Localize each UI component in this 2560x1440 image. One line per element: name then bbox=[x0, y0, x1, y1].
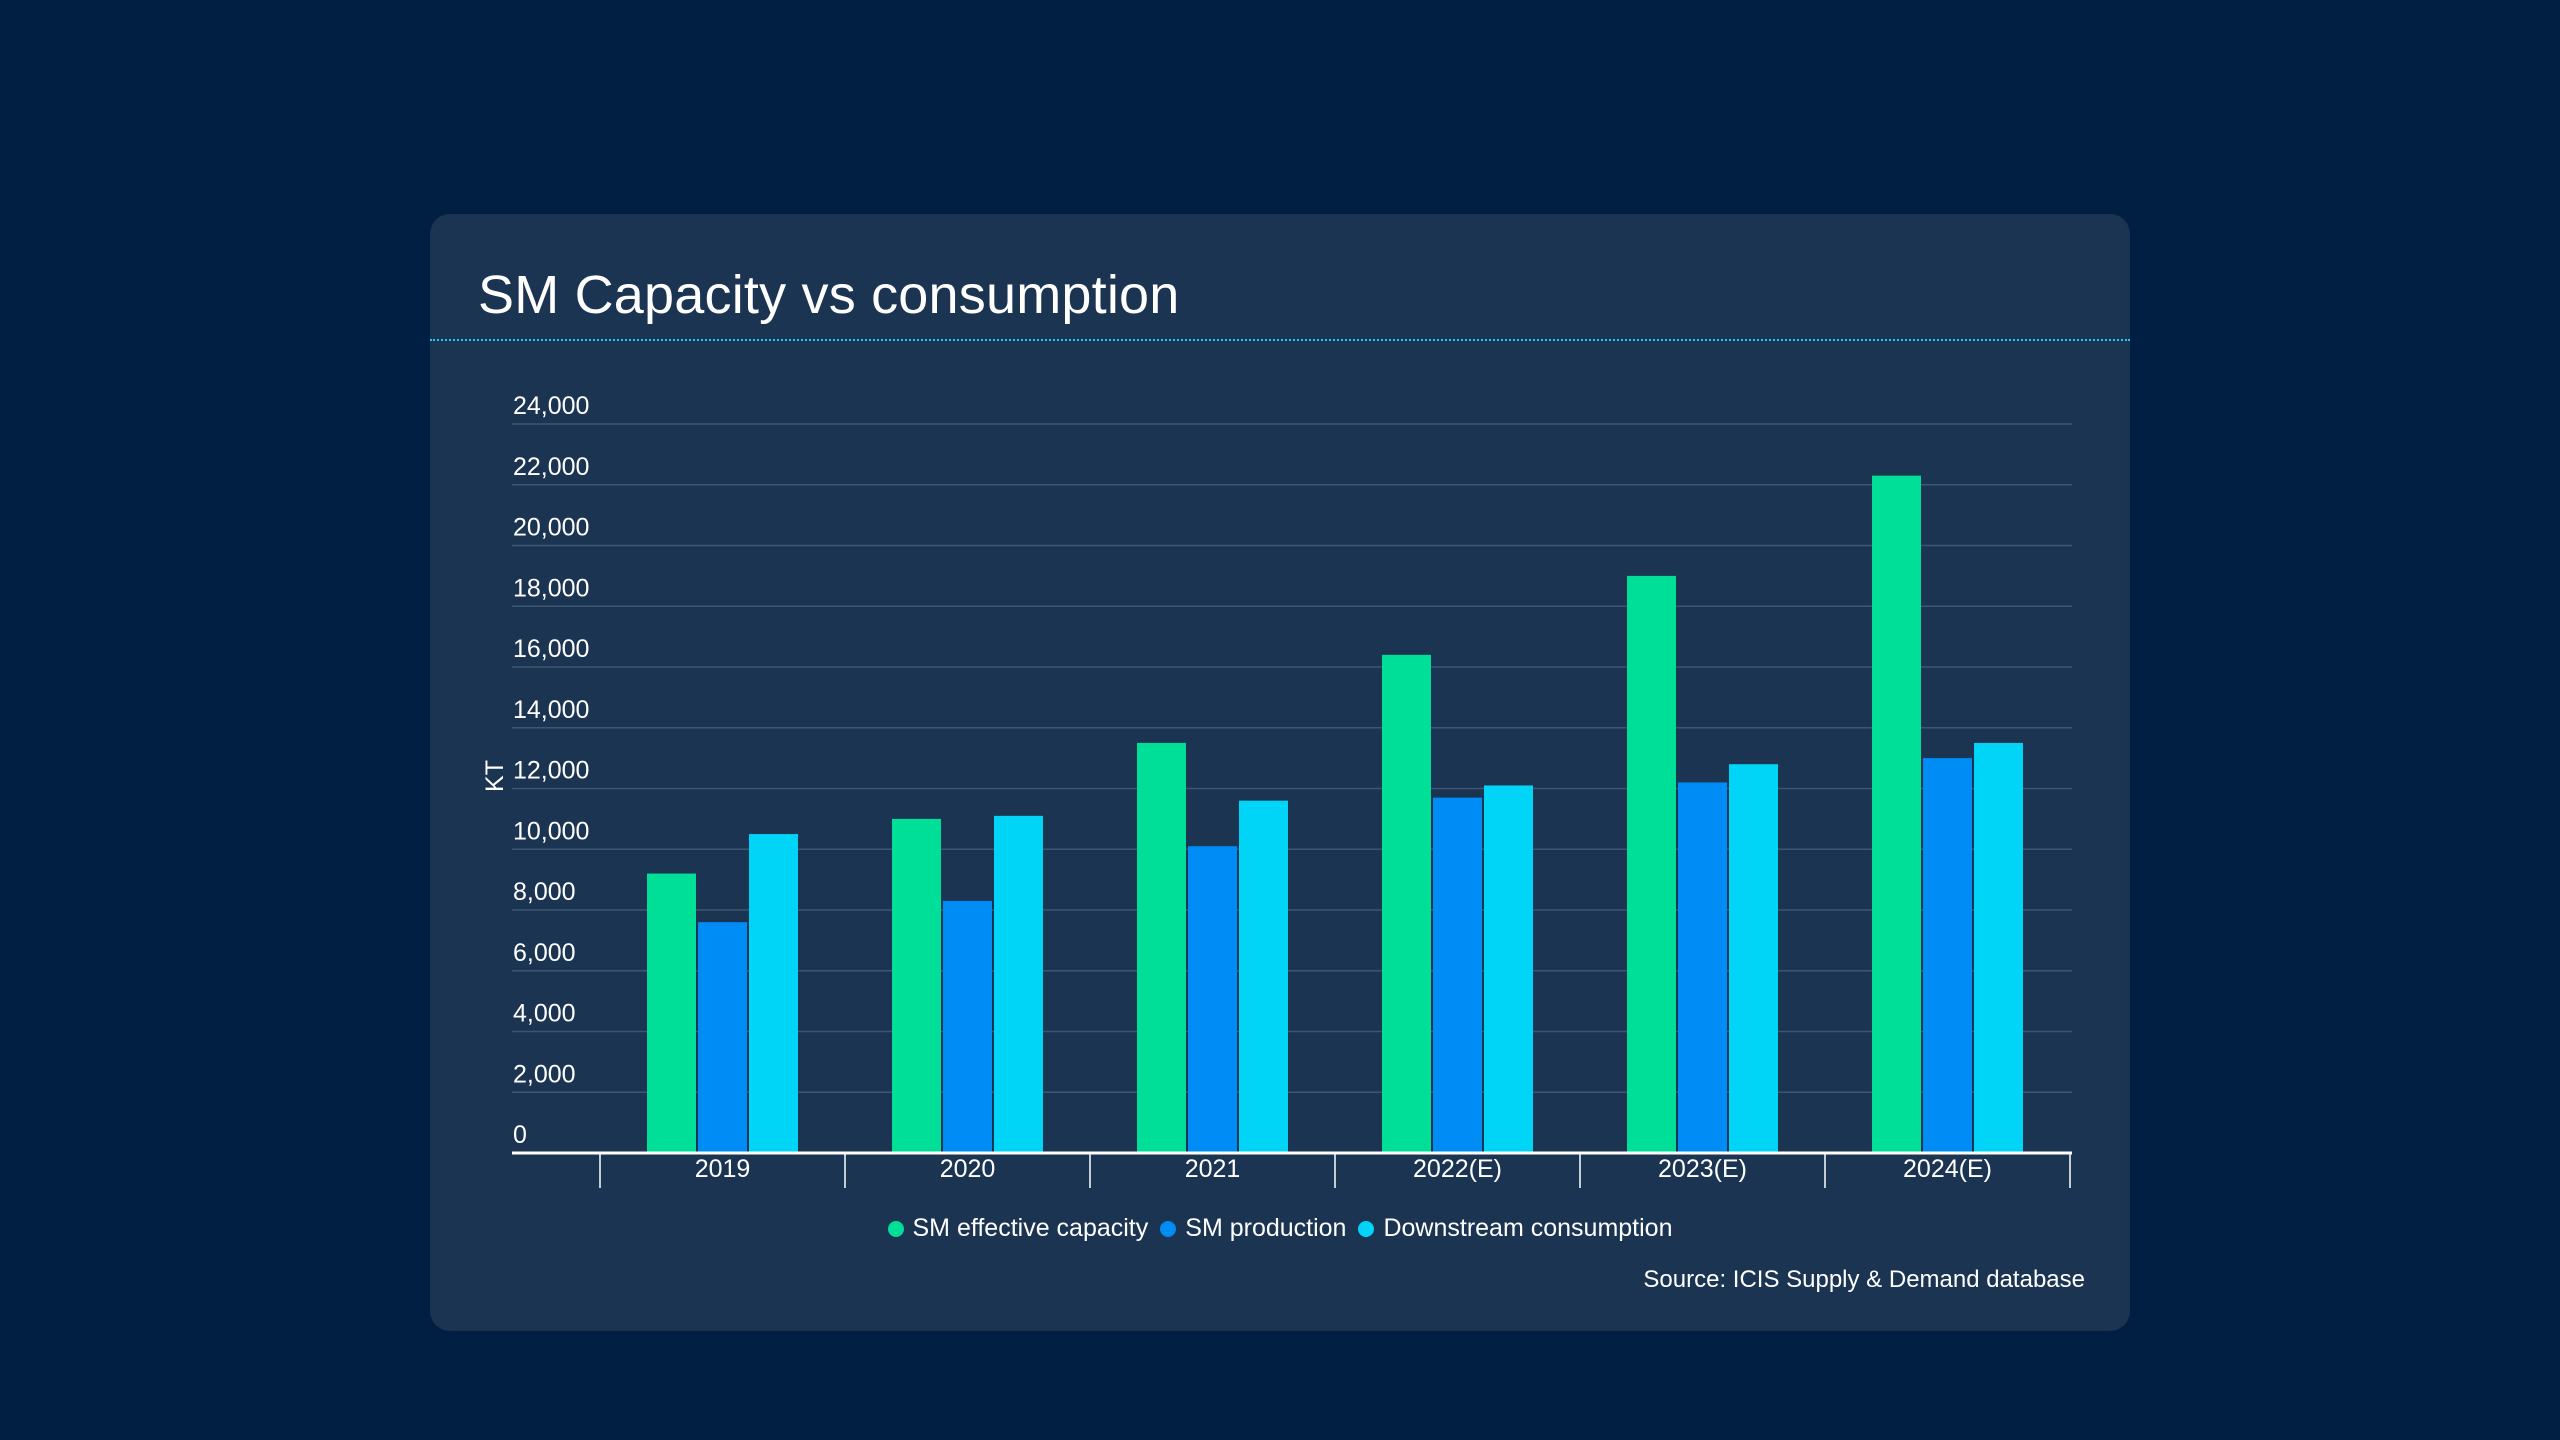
y-tick-label: 16,000 bbox=[513, 635, 589, 663]
x-tick-label: 2024(E) bbox=[1903, 1155, 1992, 1183]
bar-sm-effective-capacity bbox=[1872, 475, 1921, 1153]
y-axis-title: KT bbox=[481, 760, 509, 792]
bar-downstream-consumption bbox=[1729, 764, 1778, 1153]
chart-legend: SM effective capacity SM production Down… bbox=[430, 1214, 2130, 1243]
legend-item-capacity: SM effective capacity bbox=[887, 1214, 1149, 1243]
bar-sm-production bbox=[698, 922, 747, 1153]
y-tick-label: 24,000 bbox=[513, 392, 589, 420]
y-tick-label: 14,000 bbox=[513, 696, 589, 724]
bar-sm-production bbox=[1923, 758, 1972, 1153]
legend-dot-consumption-icon bbox=[1358, 1220, 1375, 1237]
legend-label: Downstream consumption bbox=[1383, 1214, 1673, 1242]
x-tick-label: 2023(E) bbox=[1658, 1155, 1747, 1183]
source-note: Source: ICIS Supply & Demand database bbox=[1643, 1266, 2085, 1293]
bars bbox=[647, 475, 2023, 1153]
x-tick-label: 2019 bbox=[695, 1155, 751, 1183]
bar-downstream-consumption bbox=[1484, 785, 1533, 1153]
legend-dot-capacity-icon bbox=[887, 1220, 904, 1237]
y-tick-label: 6,000 bbox=[513, 939, 576, 967]
bar-sm-production bbox=[943, 900, 992, 1153]
bar-downstream-consumption bbox=[1974, 742, 2023, 1153]
y-tick-label: 12,000 bbox=[513, 757, 589, 785]
bar-sm-effective-capacity bbox=[1137, 742, 1186, 1153]
legend-dot-production-icon bbox=[1160, 1220, 1177, 1237]
legend-label: SM effective capacity bbox=[912, 1214, 1149, 1242]
y-tick-label: 0 bbox=[513, 1121, 527, 1149]
title-separator bbox=[430, 339, 2130, 341]
x-axis: 2019 2020 2021 2022(E) 2023(E) 2024(E) bbox=[512, 1151, 2072, 1188]
legend-label: SM production bbox=[1185, 1214, 1347, 1242]
x-tick-label: 2020 bbox=[940, 1155, 996, 1183]
bar-downstream-consumption bbox=[994, 815, 1043, 1153]
bar-sm-production bbox=[1433, 797, 1482, 1153]
y-axis-ticks: 0 2,000 4,000 6,000 8,000 10,000 12,000 14,000 1… bbox=[513, 392, 589, 1149]
y-tick-label: 2,000 bbox=[513, 1060, 576, 1088]
bar-sm-production bbox=[1678, 782, 1727, 1153]
bar-downstream-consumption bbox=[1239, 800, 1288, 1153]
legend-item-consumption: Downstream consumption bbox=[1358, 1214, 1672, 1243]
y-tick-label: 8,000 bbox=[513, 878, 576, 906]
y-tick-label: 22,000 bbox=[513, 453, 589, 481]
y-tick-label: 10,000 bbox=[513, 817, 589, 845]
bar-sm-effective-capacity bbox=[647, 873, 696, 1153]
chart-title: SM Capacity vs consumption bbox=[478, 265, 1180, 325]
bar-sm-effective-capacity bbox=[1627, 575, 1676, 1153]
legend-item-production: SM production bbox=[1160, 1214, 1346, 1243]
bar-sm-effective-capacity bbox=[1382, 654, 1431, 1153]
y-tick-label: 20,000 bbox=[513, 514, 589, 542]
x-tick-label: 2022(E) bbox=[1413, 1155, 1502, 1183]
bar-sm-effective-capacity bbox=[892, 818, 941, 1153]
y-tick-label: 18,000 bbox=[513, 574, 589, 602]
y-tick-label: 4,000 bbox=[513, 1000, 576, 1028]
bar-downstream-consumption bbox=[749, 834, 798, 1153]
x-tick-label: 2021 bbox=[1185, 1155, 1241, 1183]
bar-sm-production bbox=[1188, 846, 1237, 1153]
